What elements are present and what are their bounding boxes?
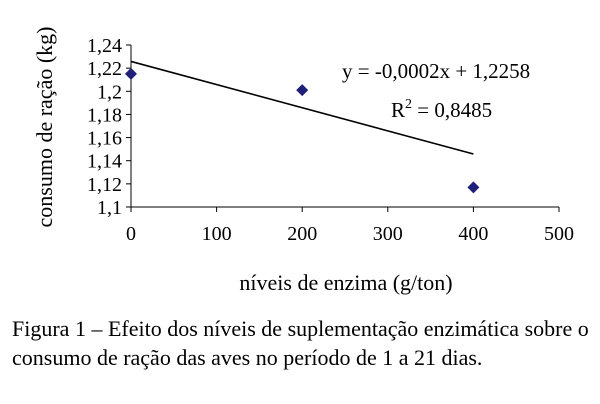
x-tick-label: 0 <box>126 223 136 245</box>
y-tick-label: 1,14 <box>87 151 122 173</box>
trendline <box>130 60 474 155</box>
r-squared-exponent: 2 <box>405 97 412 112</box>
data-point <box>467 181 480 194</box>
y-tick-label: 1,22 <box>87 58 122 80</box>
data-points <box>125 67 480 194</box>
trendline-group <box>130 60 474 155</box>
x-axis-label: níveis de enzima (g/ton) <box>239 270 452 295</box>
r-squared-value: = 0,8485 <box>412 98 492 122</box>
y-tick-label: 1,2 <box>97 81 122 103</box>
data-point <box>125 67 137 80</box>
x-tick-label: 100 <box>202 223 232 245</box>
data-point <box>296 84 309 97</box>
x-tick-label: 500 <box>544 223 574 245</box>
y-tick-label: 1,16 <box>87 128 122 150</box>
x-tick-label: 400 <box>458 223 488 245</box>
equation-label: y = -0,0002x + 1,2258 <box>342 59 530 83</box>
axes: 0 100 200 300 400 5001,11,121,141,161,181,21,… <box>87 35 574 245</box>
r-squared-label: R2 = 0,8485 <box>391 97 492 122</box>
r-squared-symbol: R <box>391 98 405 122</box>
figure-caption: Figura 1 – Efeito dos níveis de suplemen… <box>12 316 589 370</box>
y-tick-label: 1,1 <box>97 197 122 219</box>
y-tick-label: 1,18 <box>87 104 122 126</box>
y-axis-label: consumo de ração (kg) <box>32 27 57 228</box>
chart: 0 100 200 300 400 5001,11,121,141,161,181,21,… <box>32 27 574 295</box>
x-tick-label: 200 <box>287 223 317 245</box>
x-tick-label: 300 <box>373 223 403 245</box>
y-tick-label: 1,12 <box>87 174 122 196</box>
y-tick-label: 1,24 <box>87 35 122 57</box>
